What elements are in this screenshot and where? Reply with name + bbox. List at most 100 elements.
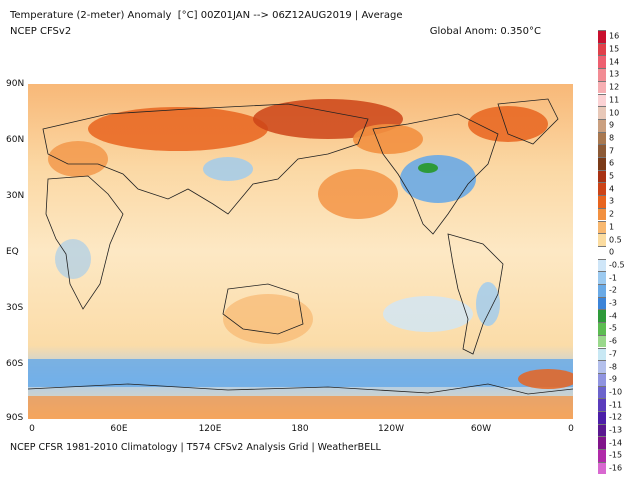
lon-label-0: 0 [29, 424, 35, 434]
australia-outline [222, 283, 304, 335]
color-legend-label: -5 [609, 323, 617, 333]
africa-cool-anomaly [55, 239, 91, 279]
lat-label-60s: 60S [6, 359, 24, 369]
europe-warm-anomaly [48, 141, 108, 177]
anomaly-map [28, 84, 573, 419]
color-legend-swatch [598, 334, 606, 348]
color-legend [598, 30, 606, 475]
color-legend-swatch [598, 322, 606, 335]
coastlines [28, 98, 573, 395]
color-legend-label: 7 [609, 146, 615, 156]
color-legend-label: 1 [609, 222, 615, 232]
color-legend-label: 0 [609, 247, 615, 257]
lon-label-60w: 60W [470, 424, 492, 434]
lon-label-60e: 60E [110, 424, 128, 434]
color-legend-label: 14 [609, 57, 620, 67]
lon-label-120e: 120E [198, 424, 222, 434]
color-legend-swatch [598, 461, 606, 475]
color-legend-swatch [598, 169, 606, 183]
color-legend-swatch [598, 245, 606, 259]
color-legend-swatch [598, 271, 606, 284]
lat-label-90n: 90N [6, 79, 25, 89]
color-legend-label: -10 [609, 387, 623, 397]
color-legend-label: 11 [609, 95, 620, 105]
color-legend-swatch [598, 182, 606, 196]
north-pacific-warm-anomaly [318, 169, 398, 219]
color-legend-swatch [598, 30, 606, 43]
weddell-warm-anomaly [518, 369, 573, 389]
color-legend-swatch [598, 309, 606, 323]
color-legend-label: 6 [609, 158, 615, 168]
color-legend-label: -11 [609, 400, 623, 410]
global-anomaly: Global Anom: 0.350°C [429, 26, 541, 37]
south-america-outline [447, 233, 504, 355]
alaska-warm-anomaly [353, 124, 423, 154]
color-legend-swatch [598, 360, 606, 373]
footer-credits: NCEP CFSR 1981-2010 Climatology | T574 C… [10, 442, 381, 453]
color-legend-label: -9 [609, 374, 617, 384]
color-legend-swatch [598, 80, 606, 94]
color-legend-label: 0.5 [609, 235, 622, 245]
color-legend-label: 2 [609, 209, 615, 219]
color-legend-label: -16 [609, 463, 623, 473]
color-legend-label: -12 [609, 412, 623, 422]
southern-ocean-cold-band [28, 359, 573, 387]
color-legend-label: 16 [609, 31, 620, 41]
color-legend-label: -4 [609, 311, 617, 321]
color-legend-swatch [598, 296, 606, 310]
south-pacific-cool-anomaly [383, 296, 473, 332]
color-legend-label: 13 [609, 69, 620, 79]
color-legend-swatch [598, 144, 606, 157]
color-legend-swatch [598, 157, 606, 170]
color-legend-label: -13 [609, 425, 623, 435]
color-legend-label: -8 [609, 362, 617, 372]
color-legend-swatch [598, 411, 606, 424]
color-legend-swatch [598, 131, 606, 145]
south-america-cool-anomaly [476, 282, 500, 326]
color-legend-swatch [598, 118, 606, 132]
model-name: NCEP CFSv2 [10, 26, 72, 37]
color-legend-swatch [598, 220, 606, 234]
color-legend-label: 9 [609, 120, 615, 130]
antarctica-warm-band [28, 396, 573, 419]
color-legend-swatch [598, 93, 606, 107]
color-legend-swatch [598, 42, 606, 56]
color-legend-label: -6 [609, 336, 617, 346]
antarctica-outline [28, 383, 573, 395]
color-legend-swatch [598, 55, 606, 69]
color-legend-swatch [598, 398, 606, 411]
color-legend-label: -14 [609, 438, 623, 448]
color-legend-label: 4 [609, 184, 615, 194]
color-legend-swatch [598, 284, 606, 297]
color-legend-label: -15 [609, 450, 623, 460]
color-legend-swatch [598, 233, 606, 246]
lat-label-eq: EQ [6, 247, 19, 257]
lon-label-180: 180 [291, 424, 309, 434]
color-legend-label: -3 [609, 298, 617, 308]
africa-outline [45, 175, 124, 310]
color-legend-swatch [598, 106, 606, 119]
color-legend-swatch [598, 195, 606, 208]
color-legend-swatch [598, 258, 606, 272]
color-legend-swatch [598, 347, 606, 361]
map-title: Temperature (2-meter) Anomaly [°C] 00Z01… [10, 10, 403, 21]
color-legend-label: 5 [609, 171, 615, 181]
color-legend-label: 12 [609, 82, 620, 92]
siberia-warm-anomaly [88, 107, 268, 151]
color-legend-swatch [598, 385, 606, 399]
color-legend-label: -1 [609, 273, 617, 283]
color-legend-label: 8 [609, 133, 615, 143]
color-legend-swatch [598, 449, 606, 462]
color-legend-label: 10 [609, 108, 620, 118]
lon-label-0-east: 0 [568, 424, 574, 434]
eurasia-outline [42, 103, 369, 215]
color-legend-label: -7 [609, 349, 617, 359]
lat-label-90s: 90S [6, 413, 24, 423]
color-legend-swatch [598, 372, 606, 386]
color-legend-swatch [598, 436, 606, 450]
color-legend-label: -0.5 [609, 260, 625, 270]
color-legend-swatch [598, 68, 606, 81]
color-legend-label: 15 [609, 44, 620, 54]
lat-label-30s: 30S [6, 303, 24, 313]
north-america-outline [372, 113, 499, 235]
